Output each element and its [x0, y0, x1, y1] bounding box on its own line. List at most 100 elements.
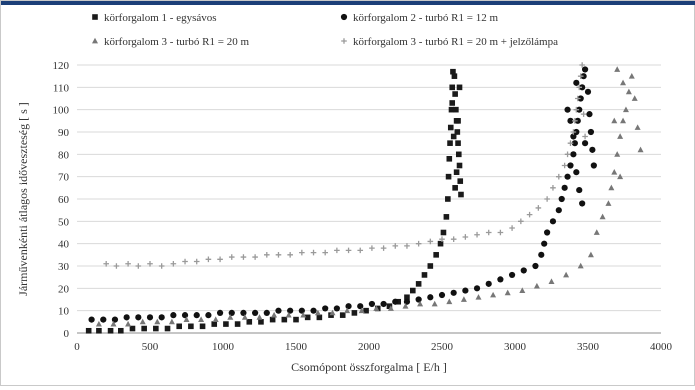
point-s3-16 [314, 309, 321, 316]
point-s4-10 [205, 256, 212, 263]
point-s1-36 [440, 229, 447, 236]
x-tick-1500: 1500 [285, 341, 308, 353]
point-s2-6 [146, 314, 154, 321]
point-s3-41 [614, 151, 621, 157]
point-s2-48 [567, 162, 574, 169]
y-tick-10: 10 [58, 306, 70, 318]
point-s4-40 [544, 196, 550, 202]
point-s3-47 [631, 95, 638, 101]
point-s4-17 [287, 252, 293, 258]
point-s3-43 [620, 117, 627, 124]
legend-marker-2 [340, 13, 348, 21]
y-tick-labels: 0 10 20 30 40 50 60 70 80 90 100 110 120 [53, 60, 70, 340]
point-s4-12 [228, 254, 235, 260]
gridlines [77, 64, 661, 312]
y-tick-70: 70 [58, 172, 70, 184]
x-tick-3000: 3000 [504, 341, 527, 353]
point-s2-26 [380, 300, 387, 308]
point-s3-34 [577, 262, 584, 269]
point-s2-55 [579, 84, 586, 91]
y-tick-30: 30 [58, 261, 70, 273]
point-s3-53 [617, 173, 624, 180]
point-s3-51 [620, 79, 627, 86]
point-s2-30 [427, 294, 434, 301]
point-s3-44 [622, 106, 629, 113]
point-s2-43 [549, 218, 557, 225]
x-tick-labels: 0 500 1000 1500 2000 2500 3000 3500 4000 [74, 341, 672, 353]
point-s3-50 [614, 66, 621, 72]
point-s2-29 [415, 296, 422, 303]
point-s2-19 [298, 307, 305, 314]
point-s1-7 [153, 325, 159, 332]
point-s1-10 [188, 323, 194, 330]
point-s3-35 [587, 251, 594, 258]
point-s2-17 [275, 307, 282, 314]
x-tick-500: 500 [142, 341, 159, 353]
point-s3-13 [271, 311, 278, 318]
point-s1-52 [455, 151, 462, 158]
point-s3-22 [402, 303, 409, 309]
point-s3-17 [329, 309, 336, 316]
legend-marker-3 [92, 37, 98, 44]
series-1 [85, 68, 464, 334]
point-s1-38 [445, 196, 451, 202]
point-s4-26 [392, 243, 399, 249]
legend: körforgalom 1 - egysávos körforgalom 2 - … [92, 12, 558, 48]
legend-label-3: körforgalom 3 - turbó R1 = 20 m [104, 36, 249, 48]
point-s1-29 [404, 294, 410, 301]
point-s3-36 [593, 229, 600, 235]
point-s1-43 [448, 106, 455, 113]
point-s3-39 [608, 184, 615, 191]
x-tick-3500: 3500 [577, 341, 600, 353]
point-s4-1 [103, 260, 109, 267]
point-s1-50 [454, 129, 461, 135]
y-tick-90: 90 [58, 127, 70, 139]
point-s4-34 [485, 229, 492, 236]
point-s3-38 [605, 200, 612, 206]
point-s3-32 [548, 278, 555, 285]
point-s4-25 [380, 245, 387, 251]
point-s4-3 [125, 260, 131, 267]
point-s4-5 [147, 260, 153, 267]
point-s4-16 [275, 252, 282, 258]
point-s2-70 [573, 79, 580, 86]
point-s1-3 [107, 327, 114, 334]
point-s4-13 [240, 254, 247, 260]
point-s2-52 [574, 117, 581, 124]
point-s3-31 [533, 282, 540, 289]
point-s3-40 [611, 169, 618, 175]
point-s3-27 [475, 294, 482, 300]
point-s4-15 [264, 252, 270, 258]
y-axis-label: Járművenkénti átlagos időveszteség [ s ] [16, 102, 30, 296]
point-s3-7 [183, 316, 190, 322]
point-s2-34 [473, 285, 481, 292]
point-s4-29 [427, 238, 434, 245]
point-s4-31 [450, 236, 457, 242]
point-s1-35 [437, 240, 444, 247]
point-s2-32 [450, 289, 457, 296]
point-s3-15 [300, 311, 307, 318]
point-s2-8 [170, 312, 177, 319]
point-s1-59 [455, 118, 461, 124]
point-s1-32 [421, 272, 428, 278]
point-s1-60 [449, 100, 456, 106]
point-s4-27 [404, 243, 410, 249]
point-s1-45 [450, 68, 456, 75]
point-s4-32 [462, 234, 469, 240]
point-s1-21 [316, 314, 323, 321]
point-s4-36 [509, 225, 515, 231]
y-tick-120: 120 [53, 60, 70, 72]
point-s2-60 [587, 128, 595, 136]
point-s4-14 [252, 254, 258, 260]
point-s1-37 [443, 214, 450, 220]
point-s4-7 [170, 260, 177, 267]
point-s2-38 [520, 267, 527, 274]
point-s1-18 [281, 316, 288, 323]
point-s2-36 [497, 276, 504, 283]
x-tick-0: 0 [74, 341, 80, 353]
point-s3-28 [490, 291, 497, 298]
point-s4-38 [526, 211, 533, 218]
point-s1-23 [339, 312, 346, 318]
series-4 [103, 62, 588, 269]
